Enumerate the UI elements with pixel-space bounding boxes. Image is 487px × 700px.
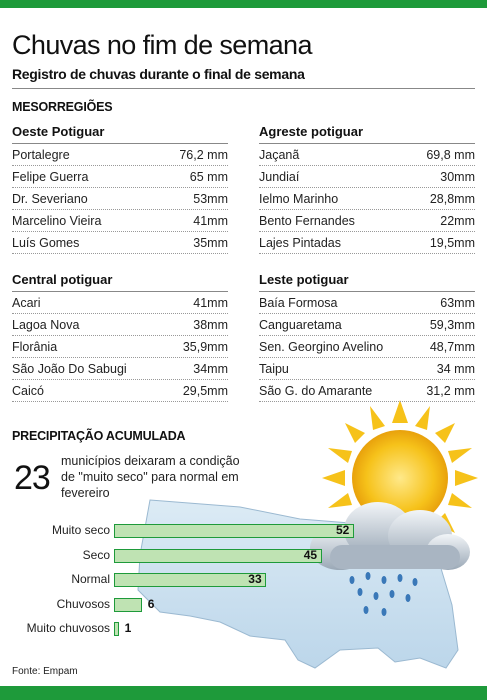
bar-value-label: 6 [147, 596, 155, 611]
rain-value: 35mm [193, 236, 228, 250]
city-name: Baía Formosa [259, 296, 338, 310]
city-name: Bento Fernandes [259, 214, 355, 228]
bar-mark [114, 524, 354, 538]
table-row: Florânia 35,9mm [12, 336, 228, 358]
rain-value: 48,7mm [429, 340, 475, 354]
bar-mark [114, 573, 267, 587]
table-row: Jaçanã 69,8 mm [259, 144, 475, 166]
rain-value: 30mm [440, 170, 475, 184]
rain-value: 29,5mm [182, 384, 228, 398]
rain-value: 41mm [193, 296, 228, 310]
city-name: Marcelino Vieira [12, 214, 102, 228]
city-name: Ielmo Marinho [259, 192, 339, 206]
table-row: Dr. Severiano 53mm [12, 188, 228, 210]
city-name: Taipu [259, 362, 289, 376]
rain-value: 63mm [440, 296, 475, 310]
table-title: Central potiguar [12, 270, 228, 292]
table-agreste-potiguar: Agreste potiguar Jaçanã 69,8 mm Jundiaí 30… [259, 122, 475, 254]
city-name: São João Do Sabugi [12, 362, 127, 376]
bar-mark [114, 622, 119, 636]
table-title: Leste potiguar [259, 270, 475, 292]
table-oeste-potiguar: Oeste Potiguar Portalegre 76,2 mm Felipe … [12, 122, 228, 254]
bar-value-label: 33 [248, 572, 262, 586]
table-row: Sen. Georgino Avelino 48,7mm [259, 336, 475, 358]
city-name: Lagoa Nova [12, 318, 80, 332]
table-row: Lagoa Nova 38mm [12, 314, 228, 336]
city-name: Portalegre [12, 148, 70, 162]
top-accent-bar [0, 0, 487, 8]
city-name: Dr. Severiano [12, 192, 88, 206]
rain-value: 65 mm [189, 170, 228, 184]
table-row: Lajes Pintadas 19,5mm [259, 232, 475, 254]
city-name: Lajes Pintadas [259, 236, 342, 250]
table-row: Luís Gomes 35mm [12, 232, 228, 254]
bottom-accent-bar [0, 686, 487, 700]
table-row: São João Do Sabugi 34mm [12, 358, 228, 380]
bar-value-label: 1 [124, 621, 132, 635]
page-title: Chuvas no fim de semana [12, 30, 312, 60]
rain-value: 35,9mm [182, 340, 228, 354]
table-central-potiguar: Central potiguar Acari 41mm Lagoa Nova 38m… [12, 270, 228, 402]
rain-value: 53mm [193, 192, 228, 206]
table-row: Acari 41mm [12, 292, 228, 314]
table-row: Ielmo Marinho 28,8mm [259, 188, 475, 210]
source-note: Fonte: Empam [12, 666, 78, 677]
rain-value: 38mm [193, 318, 228, 332]
city-name: Acari [12, 296, 41, 310]
rain-value: 69,8 mm [426, 148, 475, 162]
table-row: Canguaretama 59,3mm [259, 314, 475, 336]
city-name: São G. do Amarante [259, 384, 373, 398]
rain-value: 34mm [193, 362, 228, 376]
municipalities-description: municípios deixaram a condição de "muito… [61, 454, 240, 500]
bar-category-label: Normal [71, 572, 110, 586]
section-heading-mesorregioes: MESORREGIÕES [12, 100, 113, 114]
bar-value-label: 52 [336, 523, 350, 537]
table-title: Agreste potiguar [259, 122, 475, 144]
table-row: Portalegre 76,2 mm [12, 144, 228, 166]
city-name: Canguaretama [259, 318, 342, 332]
bar-category-label: Seco [82, 547, 110, 562]
rain-value: 28,8mm [429, 192, 475, 206]
bar-mark [114, 597, 142, 612]
municipalities-count: 23 [14, 459, 51, 497]
city-name: Caicó [12, 384, 44, 398]
rain-value: 41mm [193, 214, 228, 228]
city-name: Luís Gomes [12, 236, 80, 250]
table-row: Jundiaí 30mm [259, 166, 475, 188]
bar-category-label: Muito chuvosos [26, 621, 110, 635]
bar-category-label: Chuvosos [56, 596, 110, 611]
rain-value: 22mm [440, 214, 475, 228]
section-heading-precipitacao: PRECIPITAÇÃO ACUMULADA [12, 429, 186, 443]
table-row: Caicó 29,5mm [12, 380, 228, 402]
table-title: Oeste Potiguar [12, 122, 228, 144]
table-row: Felipe Guerra 65 mm [12, 166, 228, 188]
rain-value: 59,3mm [429, 318, 475, 332]
city-name: Sen. Georgino Avelino [259, 340, 384, 354]
cloud-icon [310, 502, 470, 570]
rain-value: 34 mm [436, 362, 475, 376]
table-row: São G. do Amarante 31,2 mm [259, 380, 475, 402]
city-name: Felipe Guerra [12, 170, 89, 184]
table-row: Baía Formosa 63mm [259, 292, 475, 314]
rain-value: 76,2 mm [179, 148, 228, 162]
bar-mark [114, 548, 322, 563]
city-name: Jundiaí [259, 170, 300, 184]
table-leste-potiguar: Leste potiguar Baía Formosa 63mm Canguare… [259, 270, 475, 402]
table-row: Bento Fernandes 22mm [259, 210, 475, 232]
bar-value-label: 45 [303, 547, 318, 562]
divider [12, 88, 475, 89]
table-row: Marcelino Vieira 41mm [12, 210, 228, 232]
rain-value: 19,5mm [429, 236, 475, 250]
rain-drops-icon [349, 572, 418, 616]
bar-category-label: Muito seco [51, 523, 110, 537]
city-name: Florânia [12, 340, 58, 354]
city-name: Jaçanã [259, 148, 300, 162]
rain-value: 31,2 mm [426, 384, 475, 398]
page-subtitle: Registro de chuvas durante o final de se… [12, 66, 305, 82]
table-row: Taipu 34 mm [259, 358, 475, 380]
